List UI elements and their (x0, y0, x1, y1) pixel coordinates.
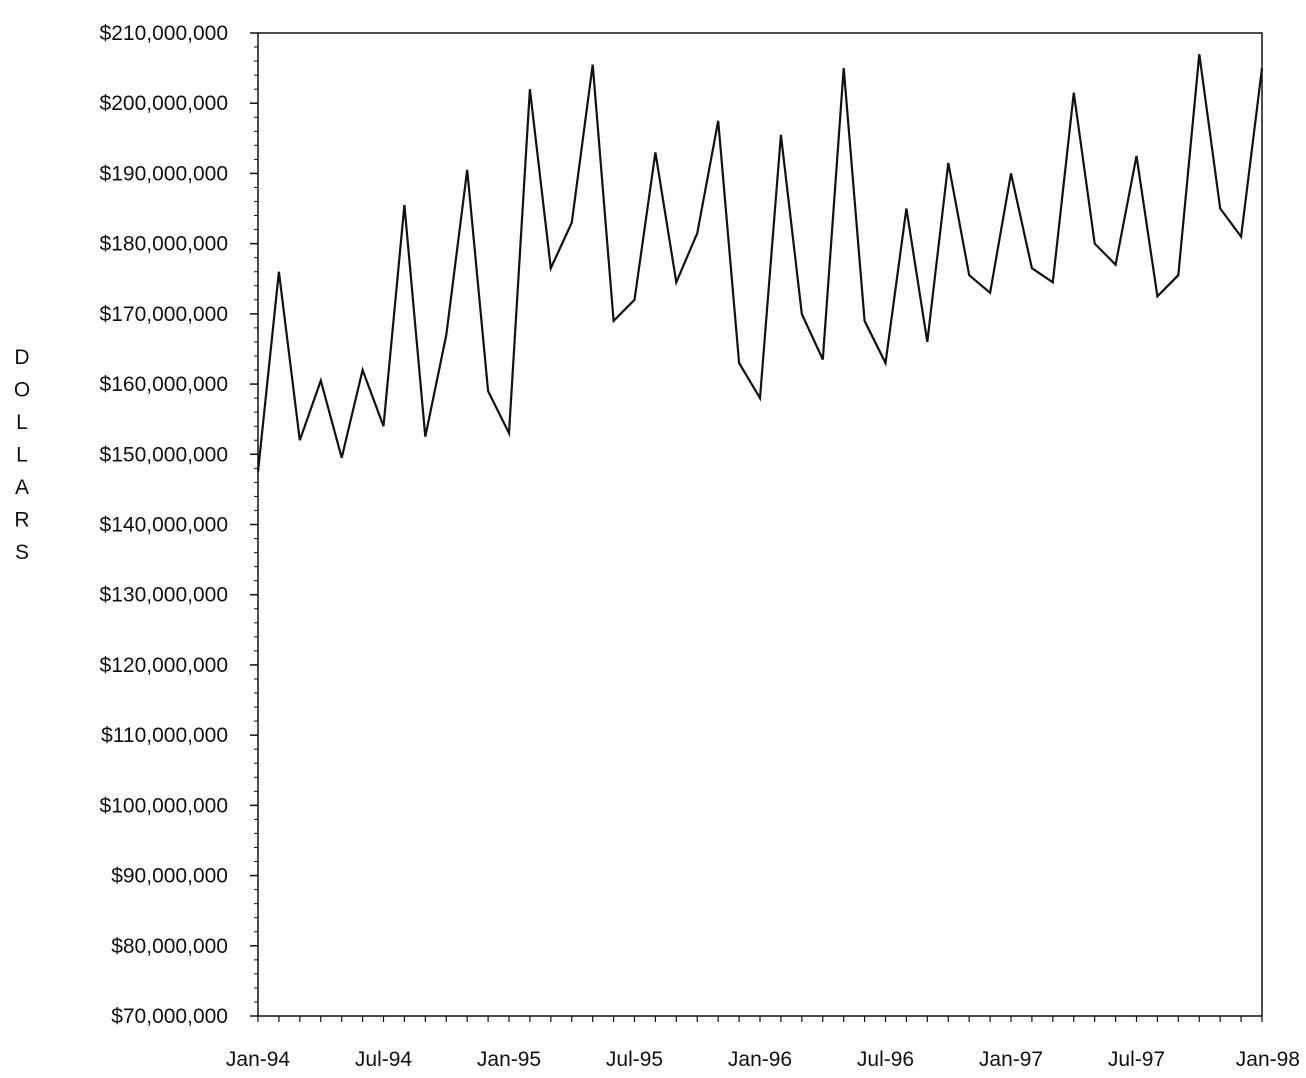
y-axis-minor-ticks (254, 32, 258, 1017)
y-tick-label: $210,000,000 (100, 22, 228, 45)
x-axis-minor-ticks (257, 1016, 1263, 1022)
x-tick-label: Jan-98 (1236, 1048, 1300, 1071)
x-tick-label: Jan-95 (477, 1048, 541, 1071)
y-tick-label: $200,000,000 (100, 92, 228, 115)
y-tick-label: $110,000,000 (101, 724, 228, 747)
x-tick-label: Jul-97 (1108, 1048, 1165, 1071)
series-layer (256, 53, 1264, 472)
y-axis-label-letter: R (14, 509, 29, 532)
y-axis-label-letter: S (15, 541, 29, 564)
y-tick-label: $100,000,000 (100, 794, 228, 817)
x-tick-label: Jul-96 (857, 1048, 914, 1071)
series-line (256, 53, 1264, 472)
y-axis-label-letter: D (14, 346, 29, 369)
plot-area-frame (257, 32, 1263, 1017)
x-tick-label: Jan-96 (728, 1048, 792, 1071)
x-tick-label: Jan-94 (226, 1048, 291, 1071)
y-tick-label: $180,000,000 (100, 233, 228, 256)
y-tick-label: $80,000,000 (111, 935, 228, 958)
y-axis-label-letter: A (15, 476, 29, 499)
y-tick-label: $190,000,000 (100, 162, 228, 185)
y-axis-ticks: $70,000,000 $80,000,000 $90,000,000 $100,00… (100, 22, 258, 1028)
y-tick-label: $70,000,000 (111, 1005, 228, 1028)
x-tick-label: Jul-94 (355, 1048, 413, 1071)
y-axis-label-letter: L (16, 444, 28, 467)
x-tick-label: Jul-95 (606, 1048, 663, 1071)
y-tick-label: $140,000,000 (100, 514, 228, 537)
y-tick-label: $170,000,000 (100, 303, 228, 326)
y-tick-label: $160,000,000 (100, 373, 228, 396)
x-tick-label: Jan-97 (979, 1048, 1043, 1071)
y-tick-label: $130,000,000 (100, 584, 228, 607)
y-tick-label: $120,000,000 (100, 654, 228, 677)
y-axis-label-letter: O (14, 379, 30, 402)
y-axis-label-letter: L (16, 411, 28, 434)
y-tick-label: $90,000,000 (111, 865, 228, 888)
x-axis-ticks: Jan-94 Jul-94 Jan-95 Jul-95 Jan-96 Jul-96 Jan-… (226, 1048, 1300, 1071)
y-tick-label: $150,000,000 (100, 443, 228, 466)
